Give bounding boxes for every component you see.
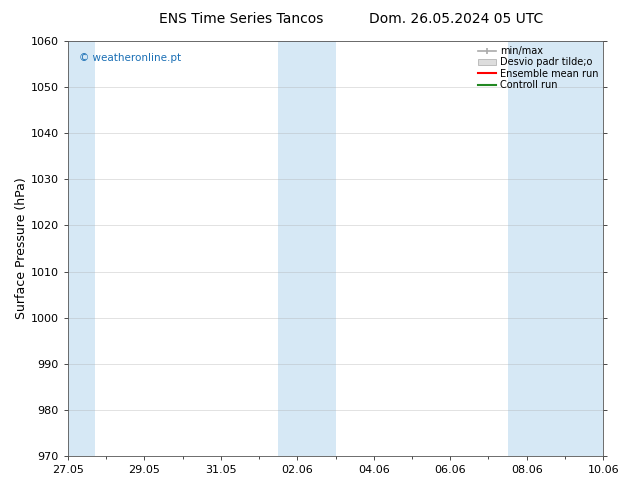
Bar (60, 41, 94, 456)
Bar (508, 41, 611, 456)
Bar (278, 41, 335, 456)
Text: ENS Time Series Tancos: ENS Time Series Tancos (158, 12, 323, 26)
Y-axis label: Surface Pressure (hPa): Surface Pressure (hPa) (15, 178, 28, 319)
Text: © weatheronline.pt: © weatheronline.pt (79, 53, 181, 64)
Legend: min/max, Desvio padr tilde;o, Ensemble mean run, Controll run: min/max, Desvio padr tilde;o, Ensemble m… (479, 46, 598, 90)
Text: Dom. 26.05.2024 05 UTC: Dom. 26.05.2024 05 UTC (370, 12, 543, 26)
